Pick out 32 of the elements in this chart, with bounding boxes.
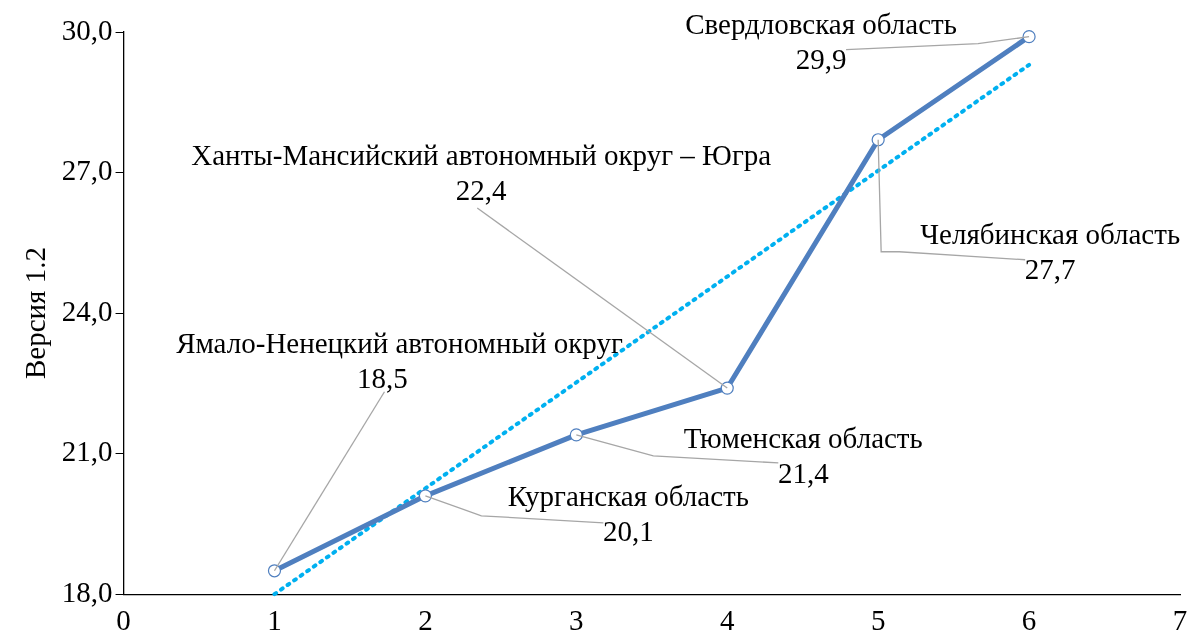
x-tick-label: 7 [1172, 604, 1188, 637]
data-label: 29,9 [795, 43, 847, 76]
annotation: Курганская область [507, 480, 749, 513]
point [267, 564, 282, 578]
x-tick-label: 6 [1021, 604, 1037, 637]
data-label: 22,4 [455, 173, 508, 206]
x-tick-label: 2 [418, 604, 433, 637]
annotation: Тюменская область [683, 421, 923, 454]
x-tick-label: 0 [116, 604, 131, 637]
point [871, 133, 885, 147]
annotation: Свердловская область [685, 8, 957, 41]
annotation: Челябинская область [920, 218, 1181, 251]
data-label: 27,7 [1024, 253, 1076, 286]
point [1022, 30, 1036, 44]
data-label: 18,5 [357, 362, 408, 395]
y-axis-title: Версия 1.2 [19, 247, 52, 380]
point [720, 381, 734, 395]
x-tick-label: 3 [569, 604, 584, 637]
y-tick-label: 30,0 [61, 13, 113, 46]
annotation: Ямало-Ненецкий автономный округ [176, 327, 623, 360]
y-tick-label: 27,0 [61, 154, 113, 187]
y-tick-label: 24,0 [61, 294, 113, 327]
point [569, 428, 583, 442]
y-tick-label: 18,0 [61, 575, 113, 608]
x-tick-label: 1 [267, 604, 282, 637]
x-tick-label: 5 [870, 604, 886, 637]
y-tick-label: 21,0 [61, 435, 113, 468]
x-tick-label: 4 [719, 604, 735, 637]
data-label: 20,1 [603, 515, 654, 548]
point [418, 489, 432, 503]
data-label: 21,4 [777, 456, 830, 489]
annotation: Ханты-Мансийский автономный округ – Югра [191, 138, 772, 171]
